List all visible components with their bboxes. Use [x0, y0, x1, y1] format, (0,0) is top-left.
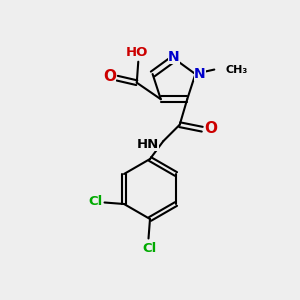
Text: HN: HN	[136, 138, 159, 151]
Text: CH₃: CH₃	[225, 64, 248, 74]
Text: O: O	[205, 121, 218, 136]
Text: HO: HO	[126, 46, 148, 59]
Text: N: N	[194, 67, 206, 81]
Text: Cl: Cl	[142, 242, 156, 255]
Text: Cl: Cl	[88, 195, 103, 208]
Text: N: N	[168, 50, 180, 64]
Text: O: O	[103, 69, 116, 84]
